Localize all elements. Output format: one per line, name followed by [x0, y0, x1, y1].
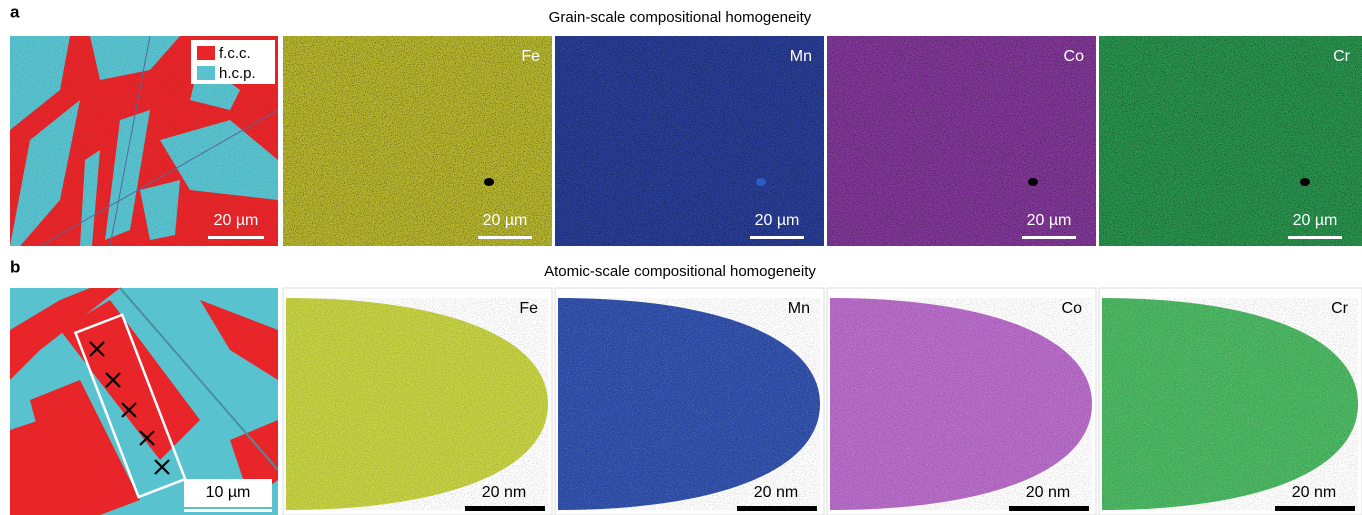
scale-bar-label: 20 nm: [1292, 484, 1336, 501]
scale-bar-label: 20 nm: [482, 484, 526, 501]
scale-bar: [1275, 506, 1355, 511]
pore: [1028, 178, 1038, 186]
element-label: Co: [1062, 300, 1083, 317]
scale-bar: [184, 509, 272, 512]
legend-label: h.c.p.: [219, 65, 256, 82]
panel-title: Grain-scale compositional homogeneity: [549, 9, 812, 26]
element-label: Co: [1064, 48, 1085, 65]
scale-bar-label: 10 µm: [206, 484, 251, 501]
pore: [484, 178, 494, 186]
legend-label: f.c.c.: [219, 45, 251, 62]
pore: [756, 178, 766, 186]
scale-bar-label: 20 µm: [214, 212, 259, 229]
legend-swatch: [197, 66, 215, 80]
element-label: Fe: [519, 300, 538, 317]
element-label: Mn: [788, 300, 810, 317]
scale-bar: [478, 236, 532, 239]
legend-swatch: [197, 46, 215, 60]
scale-bar: [465, 506, 545, 511]
panel-label: a: [10, 2, 20, 21]
element-label: Cr: [1333, 48, 1351, 65]
panel-title: Atomic-scale compositional homogeneity: [544, 263, 816, 280]
scale-bar: [1022, 236, 1076, 239]
element-label: Mn: [790, 48, 812, 65]
scale-bar: [208, 236, 264, 239]
scale-bar: [1009, 506, 1089, 511]
scale-bar-label: 20 µm: [1293, 212, 1338, 229]
scale-bar-label: 20 µm: [755, 212, 800, 229]
scale-bar: [1288, 236, 1342, 239]
scale-bar-label: 20 nm: [1026, 484, 1070, 501]
pore: [1300, 178, 1310, 186]
scale-bar: [750, 236, 804, 239]
scale-bar: [737, 506, 817, 511]
figure: a Grain-scale compositional homogeneity …: [0, 0, 1362, 515]
element-label: Cr: [1331, 300, 1349, 317]
scale-bar-label: 20 nm: [754, 484, 798, 501]
scale-bar-label: 20 µm: [1027, 212, 1072, 229]
scale-bar-label: 20 µm: [483, 212, 528, 229]
panel-label: b: [10, 257, 20, 276]
element-label: Fe: [521, 48, 540, 65]
